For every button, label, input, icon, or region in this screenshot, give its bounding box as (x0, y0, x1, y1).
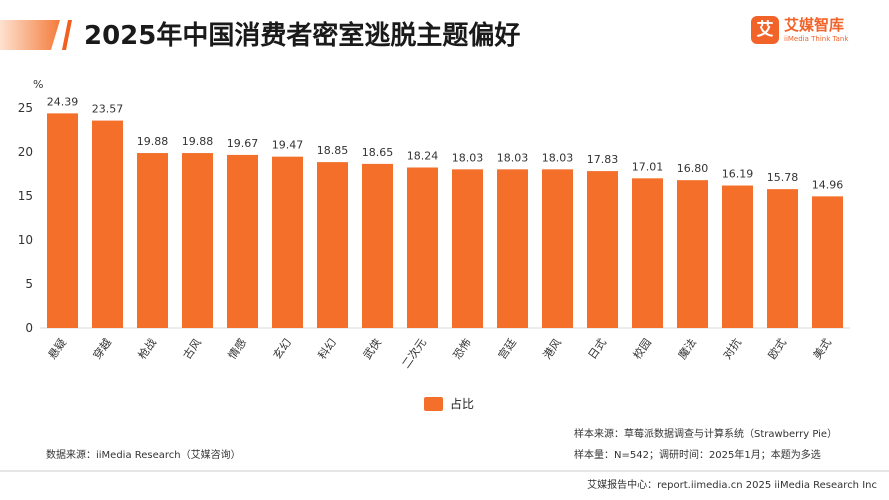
bar (677, 180, 708, 328)
bar-value-label: 16.19 (722, 168, 754, 181)
bar (587, 171, 618, 328)
x-tick-label: 玄幻 (270, 336, 294, 362)
x-tick-label: 港风 (541, 336, 564, 361)
bar-value-label: 19.88 (182, 135, 214, 148)
bar-value-label: 18.85 (317, 144, 349, 157)
x-tick-label: 对抗 (720, 336, 744, 362)
x-tick-label: 魔法 (675, 336, 699, 362)
bar-value-label: 18.03 (497, 151, 529, 164)
x-tick-label: 恐怖 (450, 336, 474, 362)
x-tick-label: 校园 (630, 336, 654, 362)
data-source-note: 数据来源：iiMedia Research（艾媒咨询） (46, 450, 241, 461)
bar-value-label: 18.03 (452, 151, 484, 164)
y-tick-label: 0 (25, 321, 33, 335)
bar (497, 169, 528, 328)
bar (182, 153, 213, 328)
y-tick-label: 10 (18, 233, 33, 247)
x-tick-label: 枪战 (135, 336, 159, 362)
x-tick-label: 古风 (181, 336, 204, 361)
legend-label: 占比 (450, 397, 475, 411)
bar-value-label: 19.88 (137, 135, 169, 148)
bar (452, 169, 483, 328)
logo-name-cn: 艾媒智库 (784, 16, 845, 34)
bar-value-label: 19.47 (272, 139, 304, 152)
logo-mark-icon: 艾 (751, 16, 779, 44)
legend-swatch (424, 397, 443, 411)
bar (227, 154, 258, 328)
brand-logo: 艾 艾媒智库 iiMedia Think Tank (751, 16, 871, 50)
bar-value-label: 14.96 (812, 178, 844, 191)
bar-value-label: 15.78 (767, 171, 799, 184)
bar (812, 196, 843, 328)
x-tick-label: 宫廷 (495, 336, 519, 362)
x-tick-label: 武侠 (361, 336, 384, 361)
bar (407, 167, 438, 328)
bar-value-label: 24.39 (47, 95, 79, 108)
x-tick-label: 美式 (811, 336, 834, 361)
sample-source-note: 样本来源：草莓派数据调查与计算系统（Strawberry Pie） (574, 429, 838, 440)
bar (47, 113, 78, 328)
bar-value-label: 19.67 (227, 137, 259, 150)
bar (137, 153, 168, 328)
bar-value-label: 17.01 (632, 160, 664, 173)
logo-name-en: iiMedia Think Tank (784, 35, 849, 43)
x-tick-label: 悬疑 (46, 336, 69, 361)
bar-value-label: 23.57 (92, 103, 124, 116)
bar (317, 162, 348, 328)
y-tick-label: 5 (25, 277, 33, 291)
title-accent-stripe (0, 20, 60, 50)
sample-size-note: 样本量：N=542；调研时间：2025年1月；本题为多选 (574, 450, 821, 461)
bar (632, 178, 663, 328)
bar (542, 169, 573, 328)
bar-value-label: 16.80 (677, 162, 709, 175)
bar (92, 120, 123, 328)
bar-value-label: 18.03 (542, 151, 574, 164)
y-tick-label: 15 (18, 189, 33, 203)
bar (767, 189, 798, 328)
y-axis-unit-label: % (33, 78, 43, 91)
x-tick-label: 欧式 (766, 336, 789, 361)
bar (272, 156, 303, 328)
bar (722, 185, 753, 328)
page-title: 2025年中国消费者密室逃脱主题偏好 (84, 21, 521, 51)
x-tick-label: 穿越 (90, 336, 114, 362)
bar-chart: % 0 5 10 15 20 25 24.39 悬疑 23.57 穿越 19.88 枪战 19.88 古风 1… (18, 78, 850, 371)
title-accent-slash (62, 20, 72, 50)
bar (362, 163, 393, 328)
x-tick-label: 情感 (226, 336, 249, 361)
x-tick-label: 二次元 (399, 336, 429, 371)
x-tick-label: 日式 (586, 336, 609, 361)
title-bar: 2025年中国消费者密室逃脱主题偏好 (0, 10, 889, 60)
bar-value-label: 18.65 (362, 146, 394, 159)
bar-value-label: 17.83 (587, 153, 619, 166)
footer-divider (0, 470, 889, 472)
y-tick-label: 25 (18, 101, 33, 115)
bar-value-label: 18.24 (407, 149, 439, 162)
x-tick-label: 科幻 (315, 336, 339, 362)
y-tick-label: 20 (18, 145, 33, 159)
footer-text: 艾媒报告中心：report.iimedia.cn 2025 iiMedia Re… (587, 480, 877, 491)
